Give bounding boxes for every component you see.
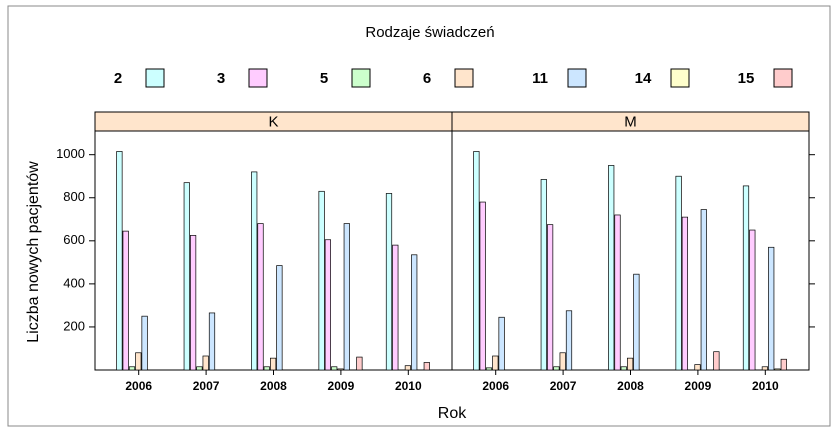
x-tick-label: 2007 [550,379,577,393]
bar [423,362,430,371]
legend-swatch [248,68,268,88]
bar [190,235,197,371]
x-tick-label: 2010 [395,379,422,393]
bar [626,357,634,371]
legend-label: 11 [532,70,548,87]
bar [559,352,566,371]
y-tick-label: 800 [63,189,85,204]
x-tick-label: 2006 [482,379,509,393]
strip-label: M [624,113,637,130]
bar [614,214,621,371]
bar [251,171,258,371]
bar [122,230,129,371]
legend-label: 6 [423,70,431,87]
legend-label: 15 [738,70,755,87]
legend-label: 14 [635,70,652,87]
x-tick-label: 2007 [193,379,220,393]
panel [94,130,453,371]
bar [700,209,707,371]
y-tick-label: 1000 [56,146,85,161]
bar [694,364,701,371]
bar [257,223,264,371]
bar [546,224,554,371]
bar [498,316,505,371]
legend-label: 3 [217,70,225,87]
bar [553,366,560,371]
bar [713,351,720,371]
bar [479,201,486,371]
bar [392,244,399,371]
legend-swatch [773,68,793,88]
y-tick-label: 600 [63,232,85,247]
bar [263,366,270,371]
bar [473,151,480,371]
bar [318,190,325,371]
frame [7,5,831,427]
strip-label: K [268,113,278,130]
legend-label: 5 [320,70,328,87]
legend-swatch [670,68,690,88]
x-tick-label: 2010 [752,379,779,393]
legend-swatch [454,68,474,88]
bar [675,175,682,371]
bar [202,355,209,371]
legend-swatch [567,68,587,88]
y-tick-label: 200 [63,318,85,333]
bar [331,366,338,371]
bar [411,254,418,371]
bar [135,352,142,371]
bar [128,366,136,371]
x-tick-label: 2008 [260,379,287,393]
bar [608,165,615,371]
y-tick-label: 400 [63,275,85,290]
legend-swatch [145,68,165,88]
x-tick-label: 2006 [125,379,152,393]
bar [337,368,344,371]
bar [742,185,750,371]
bar [681,216,689,371]
legend-label: 2 [114,70,122,87]
bar [356,356,363,371]
bar [196,366,203,371]
legend-swatch [351,68,371,88]
bar [404,365,411,371]
bar [208,312,216,371]
bar [633,273,640,371]
bar [620,366,627,371]
x-tick-label: 2009 [328,379,355,393]
bar [276,265,283,371]
bar [780,358,787,371]
bar [141,315,148,371]
legend-title: Rodzaje świadczeń [365,24,494,41]
bar [183,182,190,371]
bar [749,229,756,371]
bar [485,367,493,371]
bar [385,193,393,371]
bar [768,246,775,371]
bar [324,239,331,371]
bar [774,368,781,371]
x-axis-label: Rok [438,405,467,422]
bar [116,151,123,371]
bar [270,357,277,371]
bar [761,366,769,371]
bar [565,310,573,371]
bar [492,355,499,371]
y-axis-label: Liczba nowych pacjentów [25,161,42,343]
bar [343,223,350,371]
x-tick-label: 2009 [685,379,712,393]
panel [451,130,810,371]
x-tick-label: 2008 [617,379,644,393]
bar [540,179,547,371]
